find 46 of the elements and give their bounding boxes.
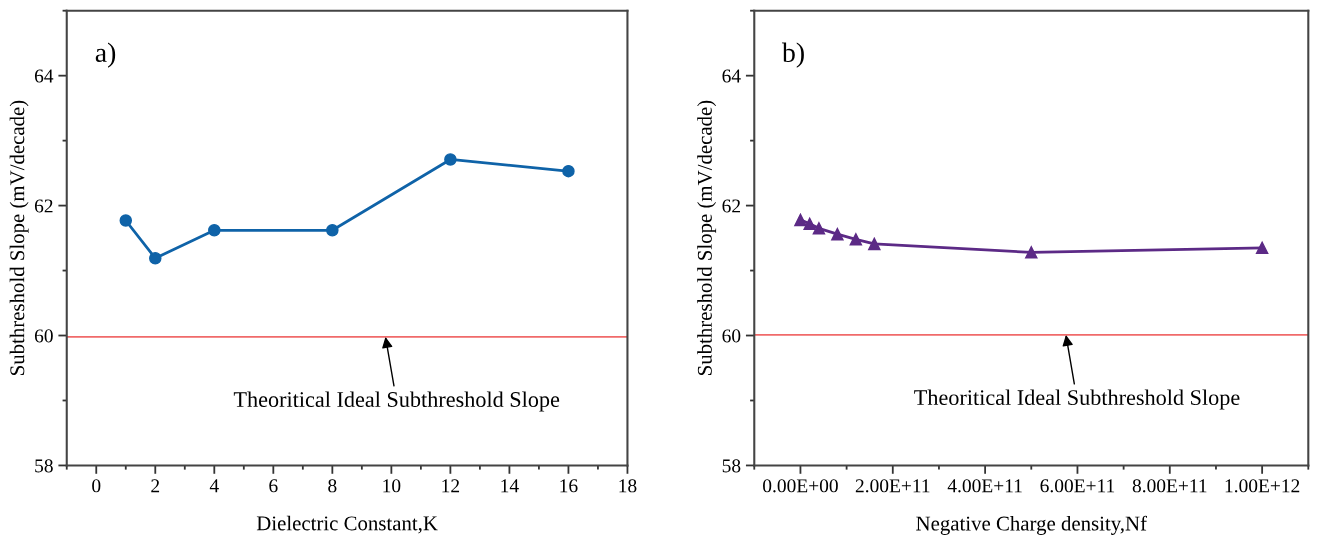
- x-tick-label: 8.00E+11: [1132, 479, 1207, 493]
- point: [444, 153, 457, 166]
- x-tick-label: 16: [560, 479, 578, 493]
- y-axis-title: Subthreshold Slope (mV/decade): [697, 100, 717, 375]
- y-tick-label: 62: [34, 199, 53, 213]
- point: [849, 233, 863, 246]
- point: [794, 213, 807, 227]
- annotation: a): [95, 42, 116, 68]
- y-tick-label: 58: [722, 459, 741, 473]
- x-tick-label: 4: [209, 479, 219, 493]
- y-tick-label: 60: [722, 329, 741, 343]
- point: [562, 164, 575, 178]
- x-tick-label: 6: [269, 479, 278, 493]
- point: [868, 237, 881, 251]
- y-tick-label: 60: [34, 329, 53, 343]
- annotation: Theoritical Ideal Subthreshold Slope: [233, 391, 560, 412]
- point: [1255, 241, 1269, 255]
- point: [208, 224, 221, 237]
- point: [831, 227, 844, 241]
- x-tick-label: 1.00E+12: [1225, 479, 1300, 493]
- point: [119, 214, 133, 227]
- x-axis-title: Negative Charge density,Nf: [916, 515, 1147, 535]
- annotation: b): [781, 42, 804, 68]
- x-tick-label: 14: [501, 479, 519, 493]
- annotation: Theoritical Ideal Subthreshold Slope: [914, 389, 1240, 410]
- x-tick-label: 2: [151, 479, 160, 493]
- y-tick-label: 64: [722, 69, 741, 83]
- x-tick-label: 0.00E+00: [763, 479, 838, 493]
- x-tick-label: 6.00E+11: [1040, 479, 1115, 493]
- x-tick-label: 10: [383, 479, 401, 493]
- point: [812, 222, 826, 235]
- x-axis-title: Dielectric Constant,K: [256, 515, 438, 534]
- x-tick-label: 4.00E+11: [947, 479, 1022, 493]
- x-tick-label: 12: [442, 479, 460, 493]
- point: [326, 224, 339, 237]
- point: [149, 251, 162, 265]
- x-tick-label: 18: [619, 479, 637, 493]
- x-tick-label: 8: [328, 479, 337, 493]
- y-tick-label: 62: [722, 199, 741, 213]
- x-tick-label: 2.00E+11: [855, 479, 930, 493]
- x-tick-label: 0: [92, 479, 101, 493]
- y-axis-title: Subthreshold Slope (mV/decade): [9, 100, 29, 375]
- y-tick-label: 64: [34, 69, 54, 83]
- y-tick-label: 58: [35, 459, 53, 473]
- point: [803, 217, 816, 231]
- point: [1025, 246, 1038, 259]
